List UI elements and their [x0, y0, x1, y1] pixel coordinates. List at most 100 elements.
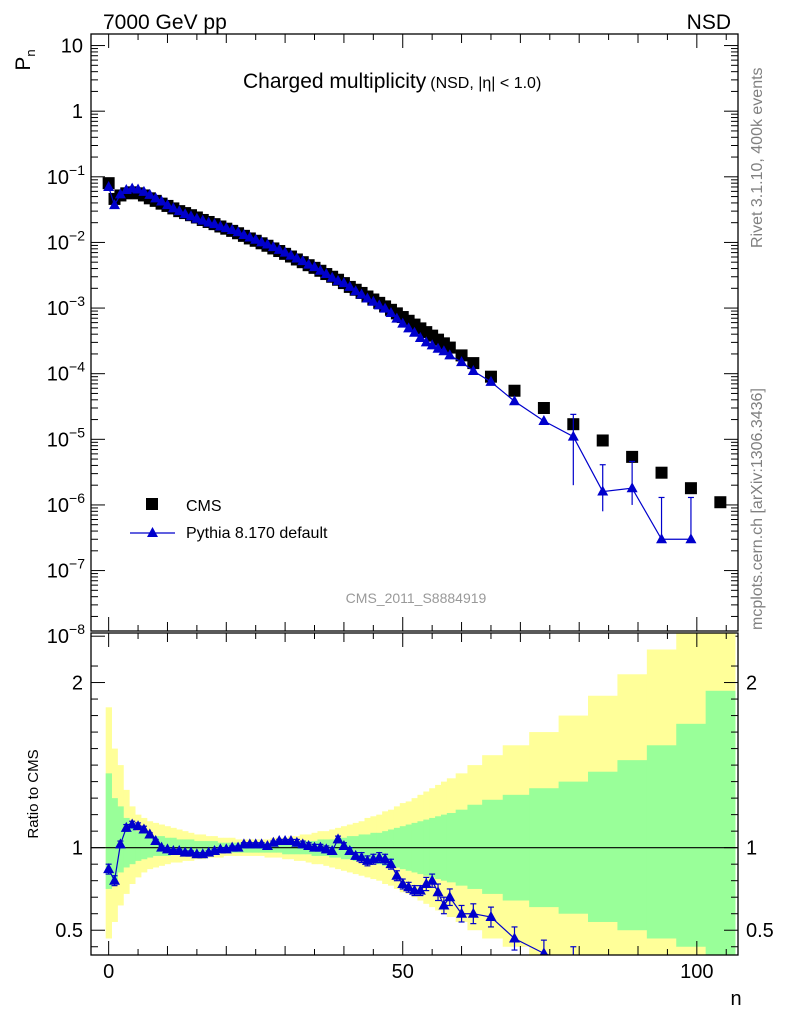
cms-point	[684, 482, 697, 495]
ratio-point	[485, 911, 497, 922]
band-1-sigma	[129, 826, 136, 865]
pythia-point	[150, 192, 162, 203]
pythia-point	[397, 317, 409, 328]
legend-cms-marker	[146, 498, 158, 510]
ratio-ytick-label-right: 0.5	[746, 920, 774, 942]
band-1-sigma	[152, 836, 160, 856]
ratio-point	[438, 899, 450, 910]
pythia-point	[161, 199, 173, 210]
energy-label: 7000 GeV pp	[103, 11, 227, 34]
pythia-point	[138, 185, 150, 196]
ratio-point	[508, 932, 520, 943]
xtick-label: 100	[680, 961, 713, 983]
pythia-point	[309, 261, 321, 272]
band-1-sigma	[676, 723, 707, 947]
pythia-point	[250, 233, 262, 244]
ratio-point	[444, 891, 456, 902]
ratio-point	[103, 863, 115, 874]
pythia-point	[285, 249, 297, 260]
pythia-point	[314, 264, 326, 275]
xlabel: n	[730, 988, 741, 1010]
legend-pythia-label: Pythia 8.170 default	[186, 525, 328, 542]
pythia-point	[197, 214, 209, 225]
pythia-point	[326, 271, 338, 282]
pythia-point	[256, 236, 268, 247]
band-1-sigma	[617, 760, 648, 931]
top-ylabel: Pn	[12, 49, 38, 70]
top-panel: 10 1 10−1 10−2 10−3 10−4 10−5 10−6 10−7 10−8	[47, 33, 739, 648]
band-1-sigma	[123, 817, 130, 868]
ratio-point	[467, 907, 479, 918]
pythia-point	[367, 295, 379, 306]
pythia-point	[432, 342, 444, 353]
pythia-point	[191, 212, 203, 223]
ratio-point	[344, 844, 356, 855]
pythia-point	[209, 218, 221, 229]
top-ytick-label: 10−7	[47, 556, 85, 583]
pythia-point	[467, 364, 479, 375]
pythia-point	[114, 188, 126, 199]
top-ytick-label: 10−1	[47, 162, 85, 189]
pythia-point	[244, 231, 256, 242]
pythia-point	[132, 183, 144, 194]
ratio-point	[261, 840, 273, 851]
band-1-sigma	[352, 836, 360, 861]
pythia-point	[267, 241, 279, 252]
pythia-point	[261, 238, 273, 249]
top-ytick-label: 10−3	[47, 293, 85, 320]
top-ylabel-sub: n	[23, 49, 38, 56]
ratio-ytick-label: 1	[72, 838, 83, 860]
top-ytick-label: 10−6	[47, 490, 85, 517]
chart-title-sub: (NSD, |η| < 1.0)	[430, 75, 541, 92]
pythia-point	[438, 345, 450, 356]
band-1-sigma	[376, 832, 383, 865]
cms-point	[596, 434, 609, 447]
ratio-point	[326, 844, 338, 855]
band-1-sigma	[105, 773, 112, 889]
top-frame	[90, 33, 739, 632]
pythia-point	[144, 188, 156, 199]
band-1-sigma	[205, 841, 212, 853]
ratio-point	[539, 947, 549, 955]
pythia-point	[426, 339, 438, 350]
pythia-point	[185, 210, 197, 221]
pythia-point	[103, 180, 115, 191]
band-1-sigma	[282, 842, 289, 855]
ratio-point	[391, 869, 403, 880]
pythia-point	[379, 302, 391, 313]
ratio-point	[232, 841, 244, 852]
pythia-point	[456, 356, 468, 367]
pythia-point	[485, 375, 497, 386]
legend: CMS Pythia 8.170 default	[130, 498, 328, 542]
pythia-point	[403, 322, 415, 333]
band-1-sigma	[482, 799, 504, 894]
pythia-point	[226, 223, 238, 234]
cms-point	[626, 450, 639, 463]
cms-point	[467, 357, 480, 370]
ratio-ytick-label-right: 2	[746, 673, 757, 695]
top-ytick-label: 1	[72, 101, 83, 123]
top-ytick-label: 10	[61, 36, 83, 58]
pythia-point	[420, 336, 432, 347]
pythia-point	[508, 395, 520, 406]
ratio-point	[332, 833, 344, 844]
chart-title: Charged multiplicity (NSD, |η| < 1.0)	[243, 70, 541, 93]
top-ylabel-main: P	[12, 57, 35, 71]
ratio-point	[132, 820, 144, 831]
ratio-point	[120, 821, 132, 832]
pythia-point	[373, 299, 385, 310]
ratio-point	[414, 884, 426, 895]
band-1-sigma	[646, 745, 677, 939]
ratio-point	[426, 874, 438, 885]
pythia-point	[338, 277, 350, 288]
ratio-point	[432, 886, 444, 897]
pythia-point	[414, 331, 426, 342]
mcplots-label: mcplots.cern.ch [arXiv:1306.3436]	[749, 388, 766, 630]
pythia-line	[108, 186, 691, 540]
band-1-sigma	[188, 839, 195, 855]
band-1-sigma	[705, 690, 736, 955]
ratio-ytick-label: 2	[72, 673, 83, 695]
ratio-point	[379, 853, 391, 864]
pythia-point	[179, 208, 191, 219]
pythia-point	[567, 430, 579, 441]
